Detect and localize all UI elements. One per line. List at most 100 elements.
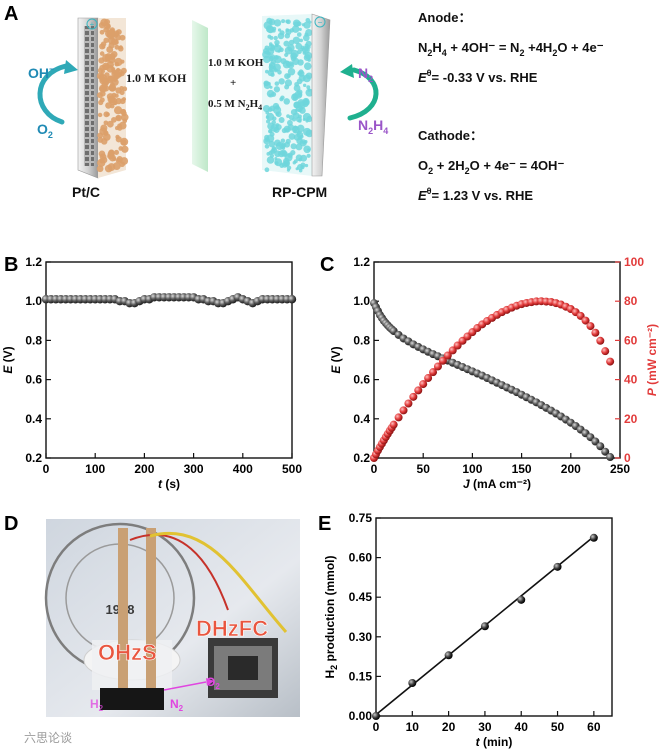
rp-particle [296,32,302,37]
rp-particle [296,164,304,171]
rp-particle [302,34,310,42]
chart-b: 0 100 200 300 400 500 0.2 0.4 0.6 0.8 1.0 1.2 t (s) E… [1,255,302,491]
mid-electrolyte-plus: + [230,77,236,89]
y-axis-label: E (V) [329,346,343,373]
rp-particle [294,81,300,87]
rp-particle [297,108,302,113]
rp-particle [274,139,281,147]
panel-label-d: D [4,513,18,535]
rp-particle [273,86,281,93]
flow-arrowhead [206,678,214,686]
rp-particle [305,17,311,23]
pt-particle [110,51,118,58]
data-point-p [438,356,447,365]
x-tick-label: 150 [512,462,532,476]
pt-c-particles [96,18,129,173]
rp-particle [306,85,311,90]
data-point-h2 [553,562,562,571]
x-tick-label: 500 [282,462,302,476]
fuel-cell-core [228,656,258,680]
rp-particle [305,129,314,138]
rp-particle [298,27,302,31]
rp-particle [305,28,313,37]
rp-particle [292,161,297,165]
rp-particle [273,68,278,73]
data-point-h2 [444,651,453,660]
x-tick-label: 300 [184,462,204,476]
left-electrolyte-label: 1.0 M KOH [126,71,187,85]
rp-particle [279,143,285,149]
data-point-p [424,374,433,383]
data-point-p [404,399,413,408]
rp-particle [278,78,285,85]
data-point-p [591,328,600,337]
pt-particle [100,72,105,78]
rp-particle [293,21,300,27]
data-point-h2 [480,622,489,631]
pt-particle [96,165,104,173]
pt-particle [100,68,106,74]
rp-particle [295,42,303,50]
rp-particle [298,119,302,123]
data-point-e [596,442,605,451]
rp-particle [263,55,271,64]
data-point-p [581,316,590,325]
y-tick-label: 0.8 [353,333,370,347]
rp-particle [303,21,311,29]
membrane [192,20,208,172]
rp-particle [281,127,287,134]
right-loop-arrow [347,67,379,121]
y-tick-label: 0.15 [349,669,373,683]
rp-particle [303,62,312,70]
x-tick-label: 400 [233,462,253,476]
y-tick-label: 0.6 [25,373,42,387]
right-loop-arrowhead [340,64,354,78]
pt-particle [103,26,109,33]
rp-particle [298,136,302,141]
plot-frame [45,261,293,459]
pt-particle [96,92,104,99]
flow-arrow [163,681,207,691]
rp-particle [286,165,292,171]
rp-particle [280,95,285,100]
pt-particle [102,53,111,63]
pt-particle [115,134,120,140]
x-tick-label: 100 [85,462,105,476]
cathode-equation: O2 + 2H2O + 4e⁻ = 4OH⁻ [418,158,564,176]
x-tick-label: 0 [371,462,378,476]
rp-particle [275,105,280,110]
cathode-title: Cathode： [418,128,483,143]
pt-particle [112,162,121,171]
pt-particle [99,29,105,35]
y-tick-label: 0.30 [349,630,373,644]
rp-particle [281,19,286,24]
panel-label-b: B [4,254,18,276]
rp-particle [305,40,312,47]
rp-particle [302,83,307,88]
pt-particle [103,111,110,118]
x-tick-label: 20 [442,720,456,734]
x-tick-label: 50 [417,462,431,476]
y-tick-label: 1.0 [353,294,370,308]
data-point-p [414,386,423,395]
positive-terminal-icon [86,18,98,30]
rp-particle [266,152,271,156]
x-tick-label: 200 [134,462,154,476]
pt-particle [105,102,112,109]
y-tick-label: 0.2 [353,451,370,465]
rp-particle [277,28,282,32]
y-tick-label: 1.2 [25,255,42,269]
left-loop-arrow [37,63,69,125]
pt-particle [121,97,127,102]
rp-particle [285,62,290,67]
panel-label-e: E [318,513,331,535]
rp-particle [292,125,299,132]
rp-particle [302,74,311,83]
rp-particle [272,116,277,121]
panel-d-photo: 1958 OHzS DHzFC N2 O2 H2 [44,519,300,717]
rp-particle [286,73,291,78]
pt-particle [107,95,116,104]
rp-particle [265,115,270,119]
rp-particle [272,66,277,70]
